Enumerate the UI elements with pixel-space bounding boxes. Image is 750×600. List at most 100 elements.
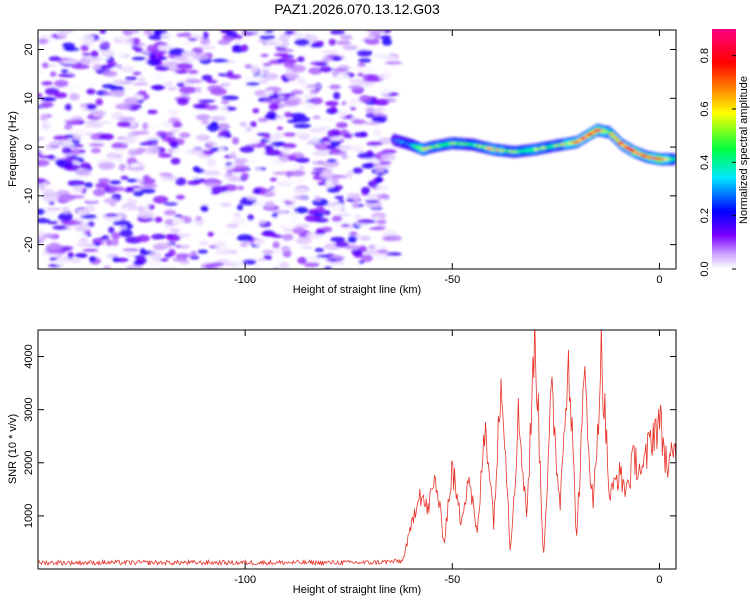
noise-blob <box>218 48 229 52</box>
noise-blob <box>370 31 379 37</box>
snr-ytick-label: 1000 <box>23 504 35 528</box>
noise-blob <box>162 242 173 249</box>
noise-blob <box>376 219 388 224</box>
noise-blob <box>253 264 260 269</box>
noise-blob <box>312 115 321 120</box>
noise-blob <box>178 86 197 94</box>
noise-blob <box>244 136 261 145</box>
noise-blob <box>295 236 312 245</box>
noise-blob <box>39 114 49 122</box>
noise-blob <box>68 258 82 264</box>
noise-blob <box>77 240 90 248</box>
noise-blob <box>117 121 132 128</box>
noise-blob <box>309 134 321 143</box>
noise-blob <box>115 36 128 42</box>
noise-blob <box>272 171 289 175</box>
noise-blob <box>357 219 375 223</box>
noise-blob <box>168 249 176 257</box>
noise-blob <box>134 46 143 53</box>
noise-blob <box>229 151 237 160</box>
noise-blob <box>361 186 371 194</box>
noise-blob <box>263 134 271 139</box>
noise-blob <box>174 214 183 218</box>
noise-blob <box>120 175 129 180</box>
noise-blob <box>336 73 350 81</box>
noise-blob <box>336 122 348 129</box>
noise-blob <box>210 115 227 121</box>
ridge-segment <box>610 135 618 138</box>
noise-blob <box>300 245 314 249</box>
noise-blob <box>295 224 310 228</box>
noise-blob <box>305 103 316 109</box>
noise-blob <box>67 251 74 259</box>
noise-blob <box>283 132 297 137</box>
noise-blob <box>247 30 265 33</box>
noise-blob <box>264 149 282 157</box>
noise-blob <box>326 159 337 163</box>
noise-blob <box>331 215 343 222</box>
noise-blob <box>226 223 239 228</box>
noise-blob <box>44 87 60 96</box>
noise-blob <box>47 220 58 225</box>
noise-blob <box>64 163 81 171</box>
noise-blob <box>232 137 239 145</box>
noise-blob <box>364 199 380 203</box>
noise-blob <box>381 68 393 74</box>
noise-blob <box>85 57 103 62</box>
snr-frame <box>37 329 677 570</box>
noise-blob <box>256 257 265 262</box>
heatmap-ytick-label: 20 <box>23 43 35 55</box>
noise-blob <box>40 97 57 102</box>
noise-blob <box>111 143 123 149</box>
noise-blob <box>372 160 380 165</box>
noise-blob <box>373 99 389 106</box>
noise-blob <box>337 213 351 217</box>
heatmap-ytick-label: 0 <box>23 144 35 150</box>
noise-blob <box>293 206 309 214</box>
noise-blob <box>162 121 174 127</box>
noise-blob <box>148 259 161 268</box>
noise-blob <box>108 226 115 234</box>
noise-blob <box>273 53 289 57</box>
chart-title: PAZ1.2026.070.13.12.G03 <box>274 1 440 17</box>
noise-blob <box>189 255 200 260</box>
noise-blob <box>264 30 274 34</box>
noise-blob <box>112 220 131 226</box>
noise-blob <box>297 77 306 85</box>
noise-blob <box>38 217 51 224</box>
noise-blob <box>81 52 91 57</box>
noise-blob <box>174 56 188 61</box>
noise-blob <box>153 30 162 36</box>
noise-blob <box>254 168 262 172</box>
noise-blob <box>125 76 138 81</box>
noise-blob <box>275 115 285 120</box>
noise-blob <box>309 90 320 94</box>
noise-blob <box>100 120 112 124</box>
noise-blob <box>344 244 360 250</box>
noise-blob <box>263 254 273 261</box>
noise-blob <box>72 134 82 141</box>
noise-blob <box>281 146 291 155</box>
noise-blob <box>144 102 161 107</box>
noise-blob <box>357 72 364 77</box>
heatmap-ytick-label: -10 <box>23 188 35 204</box>
noise-blob <box>48 56 62 62</box>
noise-blob <box>211 185 228 193</box>
noise-blob <box>67 179 85 187</box>
noise-blob <box>306 34 318 43</box>
noise-blob <box>204 141 217 147</box>
noise-blob <box>317 181 327 186</box>
noise-blob <box>90 50 99 58</box>
noise-blob <box>157 132 175 136</box>
noise-blob <box>152 73 165 80</box>
noise-blob <box>124 250 136 257</box>
noise-blob <box>358 260 365 265</box>
noise-blob <box>124 97 139 105</box>
noise-blob <box>319 66 333 73</box>
noise-blob <box>201 120 210 125</box>
noise-blob <box>106 239 113 246</box>
noise-blob <box>348 84 362 90</box>
noise-blob <box>302 174 312 179</box>
noise-blob <box>271 234 284 238</box>
noise-blob <box>108 155 117 161</box>
